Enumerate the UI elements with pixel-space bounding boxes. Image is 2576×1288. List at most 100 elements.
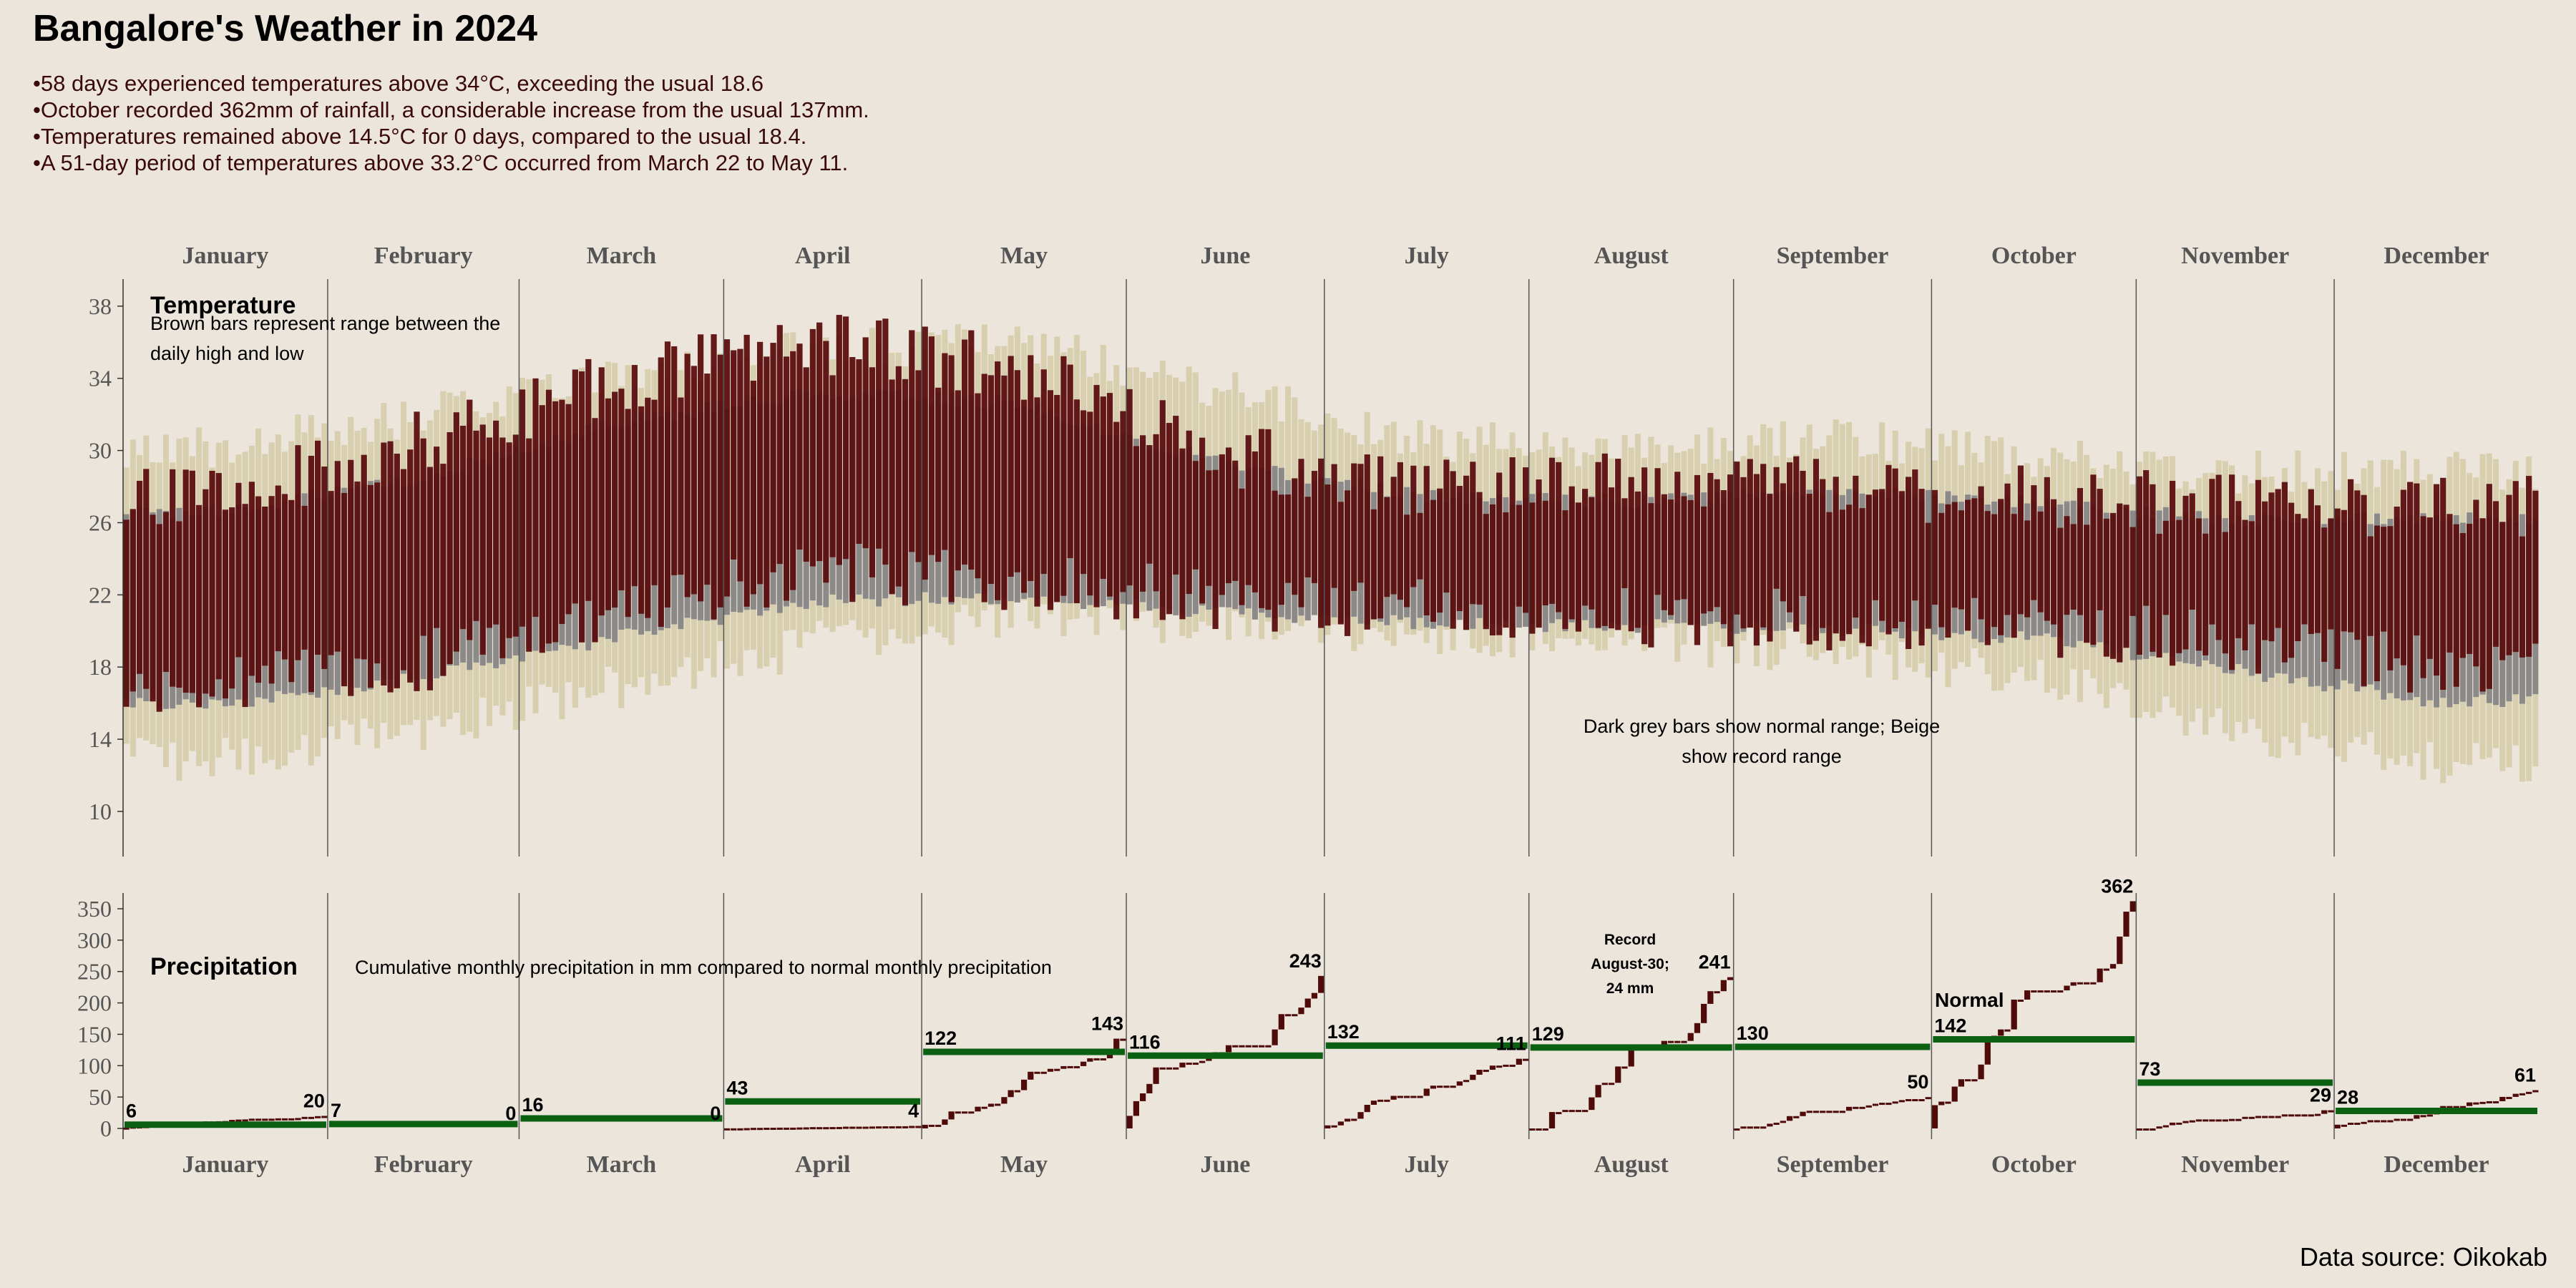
daily-range-bar (1047, 390, 1054, 610)
precip-cumulative-bar (2228, 1118, 2235, 1121)
daily-range-bar (2275, 489, 2281, 628)
daily-range-bar (545, 389, 552, 644)
daily-range-bar (2156, 533, 2162, 658)
month-label-top: December (2384, 243, 2489, 269)
y-tick-label: 10 (89, 799, 112, 824)
precip-cumulative-bar (1225, 1045, 1232, 1053)
daily-range-bar (467, 399, 473, 640)
daily-range-bar (2499, 522, 2506, 660)
precip-cumulative-bar (2050, 990, 2057, 993)
daily-range-bar (1120, 411, 1126, 592)
precip-cumulative-bar (2348, 1122, 2354, 1125)
precip-cumulative-bar (2334, 1124, 2341, 1128)
precip-cumulative-bar (1292, 1014, 1298, 1017)
daily-range-bar (434, 447, 440, 628)
daily-range-bar (928, 336, 935, 555)
actual-precip-total-label: 0 (505, 1103, 516, 1124)
daily-range-bar (1337, 502, 1344, 625)
daily-range-bar (2070, 524, 2077, 610)
actual-precip-total-label: 29 (2310, 1085, 2331, 1106)
daily-range-bar (1284, 494, 1292, 583)
daily-range-bar (1806, 494, 1813, 645)
daily-range-bar (1978, 486, 1984, 620)
precip-cumulative-bar (1318, 975, 1324, 993)
precip-cumulative-bar (2248, 1116, 2255, 1119)
daily-range-bar (2446, 514, 2453, 653)
normal-precip-label: 129 (1532, 1023, 1564, 1045)
daily-range-bar (2103, 518, 2109, 657)
daily-range-bar (1509, 457, 1516, 638)
precip-cumulative-bar (2097, 968, 2103, 982)
precip-cumulative-bar (1845, 1106, 1853, 1111)
precip-cumulative-bar (1001, 1097, 1008, 1104)
daily-range-bar (2367, 536, 2373, 636)
month-label-bottom: August (1594, 1151, 1669, 1178)
precip-cumulative-bar (1067, 1065, 1073, 1068)
daily-range-bar (1318, 458, 1324, 628)
daily-range-bar (1417, 512, 1423, 580)
daily-range-bar (374, 482, 381, 664)
daily-range-bar (1403, 514, 1410, 608)
precip-cumulative-bar (1423, 1088, 1430, 1096)
precip-cumulative-bar (2129, 901, 2136, 912)
daily-range-bar (1245, 435, 1252, 585)
normal-precip-label: 43 (726, 1077, 748, 1098)
daily-range-bar (2268, 492, 2275, 642)
daily-range-bar (1080, 410, 1087, 575)
daily-range-bar (2228, 474, 2235, 670)
precip-cumulative-bar (1575, 1110, 1582, 1113)
precip-cumulative-bar (1140, 1093, 1146, 1101)
daily-range-bar (2202, 533, 2209, 655)
daily-range-bar (1179, 448, 1186, 620)
month-label-top: August (1594, 243, 1669, 269)
precip-cumulative-bar (1786, 1116, 1793, 1121)
precip-cumulative-bar (1173, 1067, 1179, 1070)
daily-range-bar (2321, 527, 2328, 662)
daily-range-bar (1106, 393, 1113, 597)
precip-cumulative-bar (895, 1126, 902, 1128)
precip-cumulative-bar (2031, 990, 2037, 993)
daily-range-bar (189, 470, 195, 693)
precip-cumulative-bar (1020, 1079, 1028, 1091)
daily-range-bar (1654, 468, 1661, 595)
daily-range-bar (1734, 462, 1740, 615)
precip-cumulative-bar (242, 1119, 248, 1122)
daily-range-bar (961, 339, 968, 565)
daily-range-bar (2334, 508, 2341, 669)
daily-range-bar (684, 353, 691, 597)
daily-range-bar (1324, 484, 1331, 626)
precip-cumulative-bar (2222, 1119, 2228, 1122)
daily-range-bar (1278, 494, 1284, 605)
daily-range-bar (658, 357, 664, 627)
daily-range-bar (1344, 490, 1351, 636)
data-source: Data source: Oikokab (2299, 1242, 2547, 1272)
daily-range-bar (876, 320, 882, 549)
daily-range-bar (1912, 469, 1918, 601)
daily-range-bar (1648, 503, 1654, 648)
precip-cumulative-bar (314, 1116, 321, 1118)
daily-range-bar (1931, 489, 1938, 605)
daily-range-bar (829, 375, 836, 557)
daily-range-bar (314, 440, 321, 655)
precip-cumulative-bar (255, 1118, 262, 1121)
precip-cumulative-bar (1931, 1105, 1938, 1128)
precip-cumulative-bar (2156, 1126, 2162, 1129)
precip-cumulative-bar (1601, 1083, 1608, 1085)
precip-cumulative-bar (1040, 1071, 1047, 1074)
daily-range-bar (2420, 516, 2426, 678)
daily-range-bar (1456, 486, 1463, 612)
daily-range-bar (572, 369, 578, 604)
daily-range-bar (275, 485, 281, 652)
daily-range-bar (1357, 464, 1364, 583)
daily-range-bar (2143, 470, 2150, 606)
month-label-bottom: July (1405, 1151, 1449, 1178)
daily-range-bar (2123, 504, 2129, 648)
y-tick-label: 38 (89, 293, 112, 319)
precip-cumulative-bar (2506, 1096, 2512, 1099)
precip-cumulative-bar (1800, 1111, 1806, 1116)
daily-range-bar (902, 379, 909, 605)
daily-range-bar (1199, 437, 1206, 604)
precip-cumulative-bar (2268, 1116, 2275, 1118)
month-label-top: January (182, 243, 269, 269)
daily-range-bar (697, 334, 704, 602)
